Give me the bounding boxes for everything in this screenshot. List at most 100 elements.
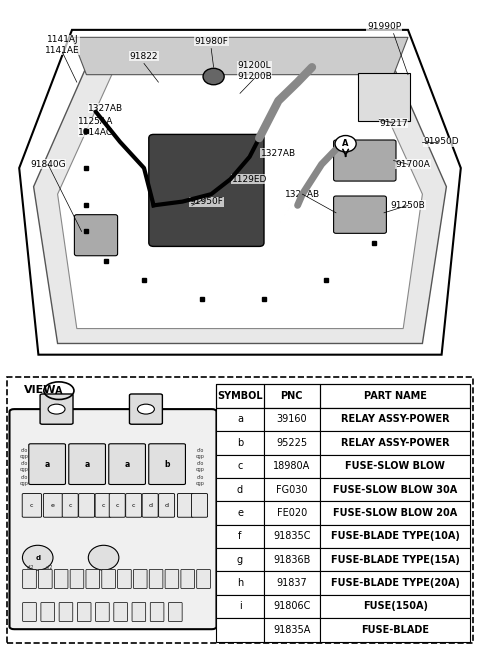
Text: d: d <box>165 503 168 508</box>
Text: 95225: 95225 <box>276 438 307 448</box>
FancyBboxPatch shape <box>23 603 36 622</box>
Bar <box>320 478 470 501</box>
Text: 91217: 91217 <box>379 119 408 128</box>
FancyBboxPatch shape <box>70 569 84 588</box>
FancyBboxPatch shape <box>130 394 162 424</box>
FancyBboxPatch shape <box>41 603 55 622</box>
FancyBboxPatch shape <box>142 494 158 517</box>
Circle shape <box>203 68 224 84</box>
Text: FE020: FE020 <box>276 508 307 518</box>
FancyBboxPatch shape <box>43 494 63 517</box>
Text: c: c <box>237 461 243 471</box>
Bar <box>320 548 470 571</box>
Text: 91980F: 91980F <box>194 37 228 46</box>
Bar <box>320 595 470 618</box>
Bar <box>320 431 470 455</box>
FancyBboxPatch shape <box>181 569 194 588</box>
Text: cf2: cf2 <box>27 565 35 570</box>
Text: FUSE-BLADE TYPE(20A): FUSE-BLADE TYPE(20A) <box>331 578 460 588</box>
Text: PNC: PNC <box>280 391 303 401</box>
FancyBboxPatch shape <box>23 569 36 588</box>
Text: h: h <box>237 578 243 588</box>
Text: PART NAME: PART NAME <box>364 391 427 401</box>
Bar <box>320 525 470 548</box>
Text: 91835A: 91835A <box>273 625 311 635</box>
Bar <box>216 595 264 618</box>
FancyBboxPatch shape <box>334 196 386 233</box>
FancyBboxPatch shape <box>149 444 185 485</box>
Bar <box>216 455 264 478</box>
Text: f: f <box>238 531 242 541</box>
Text: 39160: 39160 <box>276 415 307 424</box>
Bar <box>216 525 264 548</box>
Text: 18980A: 18980A <box>273 461 311 471</box>
FancyBboxPatch shape <box>178 494 193 517</box>
Bar <box>264 525 320 548</box>
FancyBboxPatch shape <box>132 603 146 622</box>
Text: cf2: cf2 <box>46 565 53 570</box>
Text: 91822: 91822 <box>130 52 158 60</box>
FancyBboxPatch shape <box>334 140 396 181</box>
Bar <box>216 501 264 525</box>
Polygon shape <box>58 67 422 329</box>
Ellipse shape <box>88 545 119 570</box>
FancyBboxPatch shape <box>62 494 78 517</box>
Text: A: A <box>342 140 349 148</box>
Circle shape <box>335 136 356 152</box>
FancyBboxPatch shape <box>59 603 73 622</box>
Text: b: b <box>237 438 243 448</box>
Text: 91950D: 91950D <box>424 138 459 146</box>
Circle shape <box>137 404 155 414</box>
Polygon shape <box>72 37 408 75</box>
Text: 1327AB: 1327AB <box>88 103 123 113</box>
Text: 91837: 91837 <box>276 578 307 588</box>
FancyBboxPatch shape <box>192 494 207 517</box>
Bar <box>264 618 320 642</box>
Polygon shape <box>34 45 446 343</box>
Text: 1141AJ
1141AE: 1141AJ 1141AE <box>45 35 80 54</box>
Text: FG030: FG030 <box>276 485 308 495</box>
Text: 1125AA
1014AC: 1125AA 1014AC <box>78 117 114 137</box>
FancyBboxPatch shape <box>74 215 118 255</box>
Text: A: A <box>55 386 63 396</box>
Bar <box>320 384 470 407</box>
Text: FUSE-BLADE: FUSE-BLADE <box>361 625 429 635</box>
Text: 91200L
91200B: 91200L 91200B <box>237 61 272 81</box>
Text: b: b <box>164 460 170 468</box>
Bar <box>216 618 264 642</box>
Bar <box>216 431 264 455</box>
Bar <box>216 571 264 595</box>
FancyBboxPatch shape <box>133 569 147 588</box>
Text: FUSE-SLOW BLOW 20A: FUSE-SLOW BLOW 20A <box>333 508 457 518</box>
Bar <box>264 407 320 431</box>
Text: RELAY ASSY-POWER: RELAY ASSY-POWER <box>341 438 450 448</box>
FancyBboxPatch shape <box>168 603 182 622</box>
Text: 91700A: 91700A <box>396 160 430 169</box>
Text: a: a <box>124 460 130 468</box>
Text: FUSE-BLADE TYPE(15A): FUSE-BLADE TYPE(15A) <box>331 555 460 565</box>
Text: cfo
cgp: cfo cgp <box>20 462 29 472</box>
Bar <box>216 407 264 431</box>
FancyBboxPatch shape <box>29 444 65 485</box>
FancyBboxPatch shape <box>150 603 164 622</box>
FancyBboxPatch shape <box>109 444 145 485</box>
Text: cfo
cgp: cfo cgp <box>195 448 204 458</box>
Text: c: c <box>116 503 119 508</box>
FancyBboxPatch shape <box>165 569 179 588</box>
Circle shape <box>48 404 65 414</box>
Bar <box>320 618 470 642</box>
FancyBboxPatch shape <box>69 444 106 485</box>
FancyBboxPatch shape <box>149 569 163 588</box>
Text: a: a <box>237 415 243 424</box>
Text: e: e <box>51 503 55 508</box>
Text: a: a <box>84 460 90 468</box>
Bar <box>264 384 320 407</box>
Ellipse shape <box>23 545 53 570</box>
Text: c: c <box>69 503 72 508</box>
Text: i: i <box>239 601 241 612</box>
Bar <box>264 595 320 618</box>
Text: e: e <box>237 508 243 518</box>
FancyBboxPatch shape <box>158 494 175 517</box>
Bar <box>264 571 320 595</box>
Text: 1327AB: 1327AB <box>261 149 296 158</box>
